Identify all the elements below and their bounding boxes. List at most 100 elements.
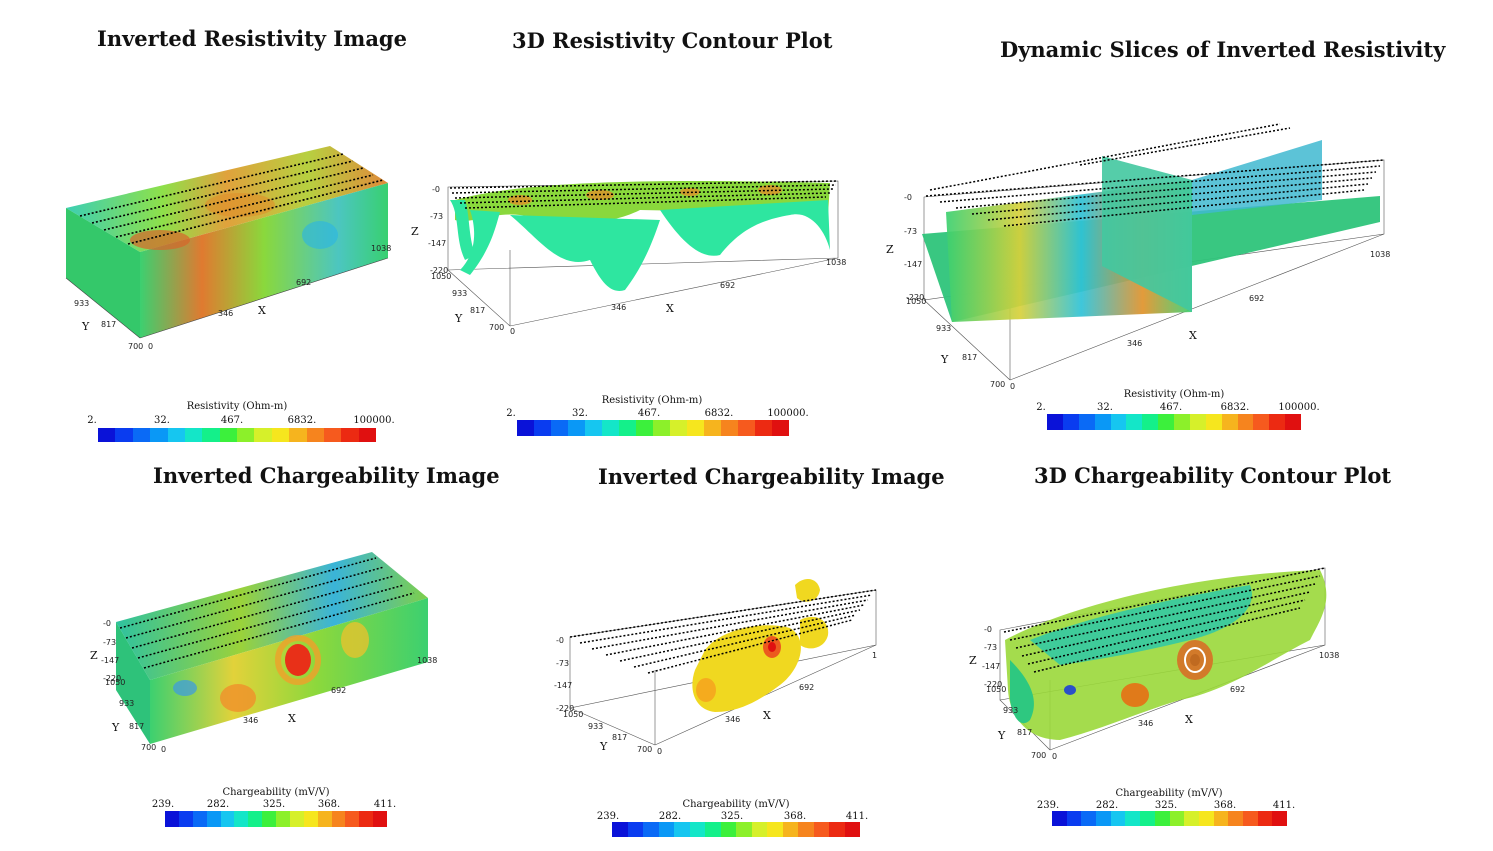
colorbar-swatch [234,811,249,827]
z-axis-label: Z [411,225,419,238]
x-tick: 346 [1138,719,1153,728]
colorbar-tick: 467. [1159,402,1183,413]
colorbar-swatch [1142,414,1159,430]
z-tick: -73 [904,227,917,236]
z-tick: -73 [103,638,116,647]
colorbar-swatch [289,428,307,442]
colorbar-swatch [165,811,179,827]
colorbar-swatch [1158,414,1174,430]
x-axis-label: X [258,304,266,317]
colorbar-tick: 6832. [287,415,317,426]
block-side-face [116,622,150,744]
colorbar-swatch [1125,811,1141,826]
survey-lines [449,180,839,209]
x-axis-label: X [288,712,296,725]
colorbar-tick: 32. [1097,402,1113,413]
colorbar-swatch [517,420,534,436]
panel-title: Dynamic Slices of Inverted Resistivity [1000,37,1446,62]
y-tick: 817 [129,722,144,731]
colorbar-swatch [798,822,814,837]
x-tick: 692 [1230,685,1245,694]
x-tick: 346 [218,309,233,318]
x-axis-label: X [763,709,771,722]
colorbar-swatch [323,428,342,442]
colorbar-swatch [1221,414,1238,430]
y-axis-label: Y [111,721,120,734]
colorbar-swatch [1154,811,1170,826]
colorbar-tick: 411. [845,811,869,822]
colorbar-swatch [1228,811,1243,826]
colorbar-label: Resistivity (Ohm-m) [1123,389,1225,400]
panel-title: Inverted Chargeability Image [153,463,500,488]
colorbar-tick: 325. [720,811,744,822]
colorbar-swatch [276,811,290,827]
vertical-slice-y [1102,156,1192,312]
z-tick: -220 [906,293,924,302]
colorbar-swatch [1062,414,1079,430]
colorbar-gradient [612,822,860,837]
y-tick: 700 [128,342,143,351]
panel-title: Inverted Resistivity Image [97,26,407,51]
y-tick: 933 [588,722,603,731]
z-tick: -0 [432,185,440,194]
colorbar-tick: 368. [317,799,341,810]
colorbar-swatch [1140,811,1155,826]
survey-lines [119,557,415,669]
colorbar-label: Chargeability (mV/V) [1115,788,1223,799]
colorbar-tick: 282. [206,799,230,810]
panel-title: 3D Chargeability Contour Plot [1034,463,1392,488]
y-tick: 933 [936,324,951,333]
colorbar-swatch [219,428,237,442]
colorbar-swatch [751,822,767,837]
colorbar-label: Resistivity (Ohm-m) [186,401,288,412]
x-axis-label: X [1185,713,1193,726]
colorbar-swatch [674,822,690,837]
colorbar-gradient [517,420,789,436]
colorbar-swatch [358,428,376,442]
colorbar-swatch [1096,811,1111,826]
colorbar-swatch [705,822,721,837]
y-tick: 817 [612,733,627,742]
x-tick: 0 [148,342,153,351]
z-tick: -147 [904,260,922,269]
colorbar-swatch [1237,414,1254,430]
colorbar-swatch [1174,414,1190,430]
x-tick: 692 [720,281,735,290]
z-tick: -147 [982,662,1000,671]
y-tick: 817 [101,320,116,329]
z-tick: -220 [984,680,1002,689]
panel-title: 3D Resistivity Contour Plot [512,28,833,53]
x-axis-label: X [1189,329,1197,342]
y-tick: 1050 [906,297,926,306]
colorbar-swatch [206,811,221,827]
x-tick: 0 [657,747,662,756]
colorbar-gradient [1052,811,1287,826]
resistivity-contour-3d: 0 346 692 1038 700 817 933 1050 -0 -73 -… [411,180,846,336]
x-tick: 692 [296,278,311,287]
x-tick: 692 [1249,294,1264,303]
z-tick: -0 [904,193,912,202]
colorbar-swatch [1126,414,1143,430]
x-tick: 1038 [371,244,391,253]
x-tick: 0 [1052,752,1057,761]
x-tick: 346 [611,303,626,312]
colorbar-swatch [767,822,783,837]
z-tick: -73 [556,659,569,668]
colorbar-swatch [551,420,568,436]
colorbar-tick: 368. [1213,800,1237,811]
y-tick: 700 [1031,751,1046,760]
colorbar-swatch [1184,811,1199,826]
colorbar-swatch [829,822,845,837]
colorbar-tick: 467. [220,415,244,426]
colorbar-swatch [1189,414,1206,430]
colorbar-swatch [167,428,185,442]
colorbar-tick: 32. [572,408,588,419]
x-tick: 346 [725,715,740,724]
colorbar-swatch [202,428,220,442]
y-axis-label: Y [454,312,463,325]
colorbar-swatch [1081,811,1097,826]
colorbar-swatch [653,420,670,436]
colorbar-swatch [689,822,705,837]
colorbar-tick: 368. [783,811,807,822]
x-tick: 1038 [826,258,846,267]
